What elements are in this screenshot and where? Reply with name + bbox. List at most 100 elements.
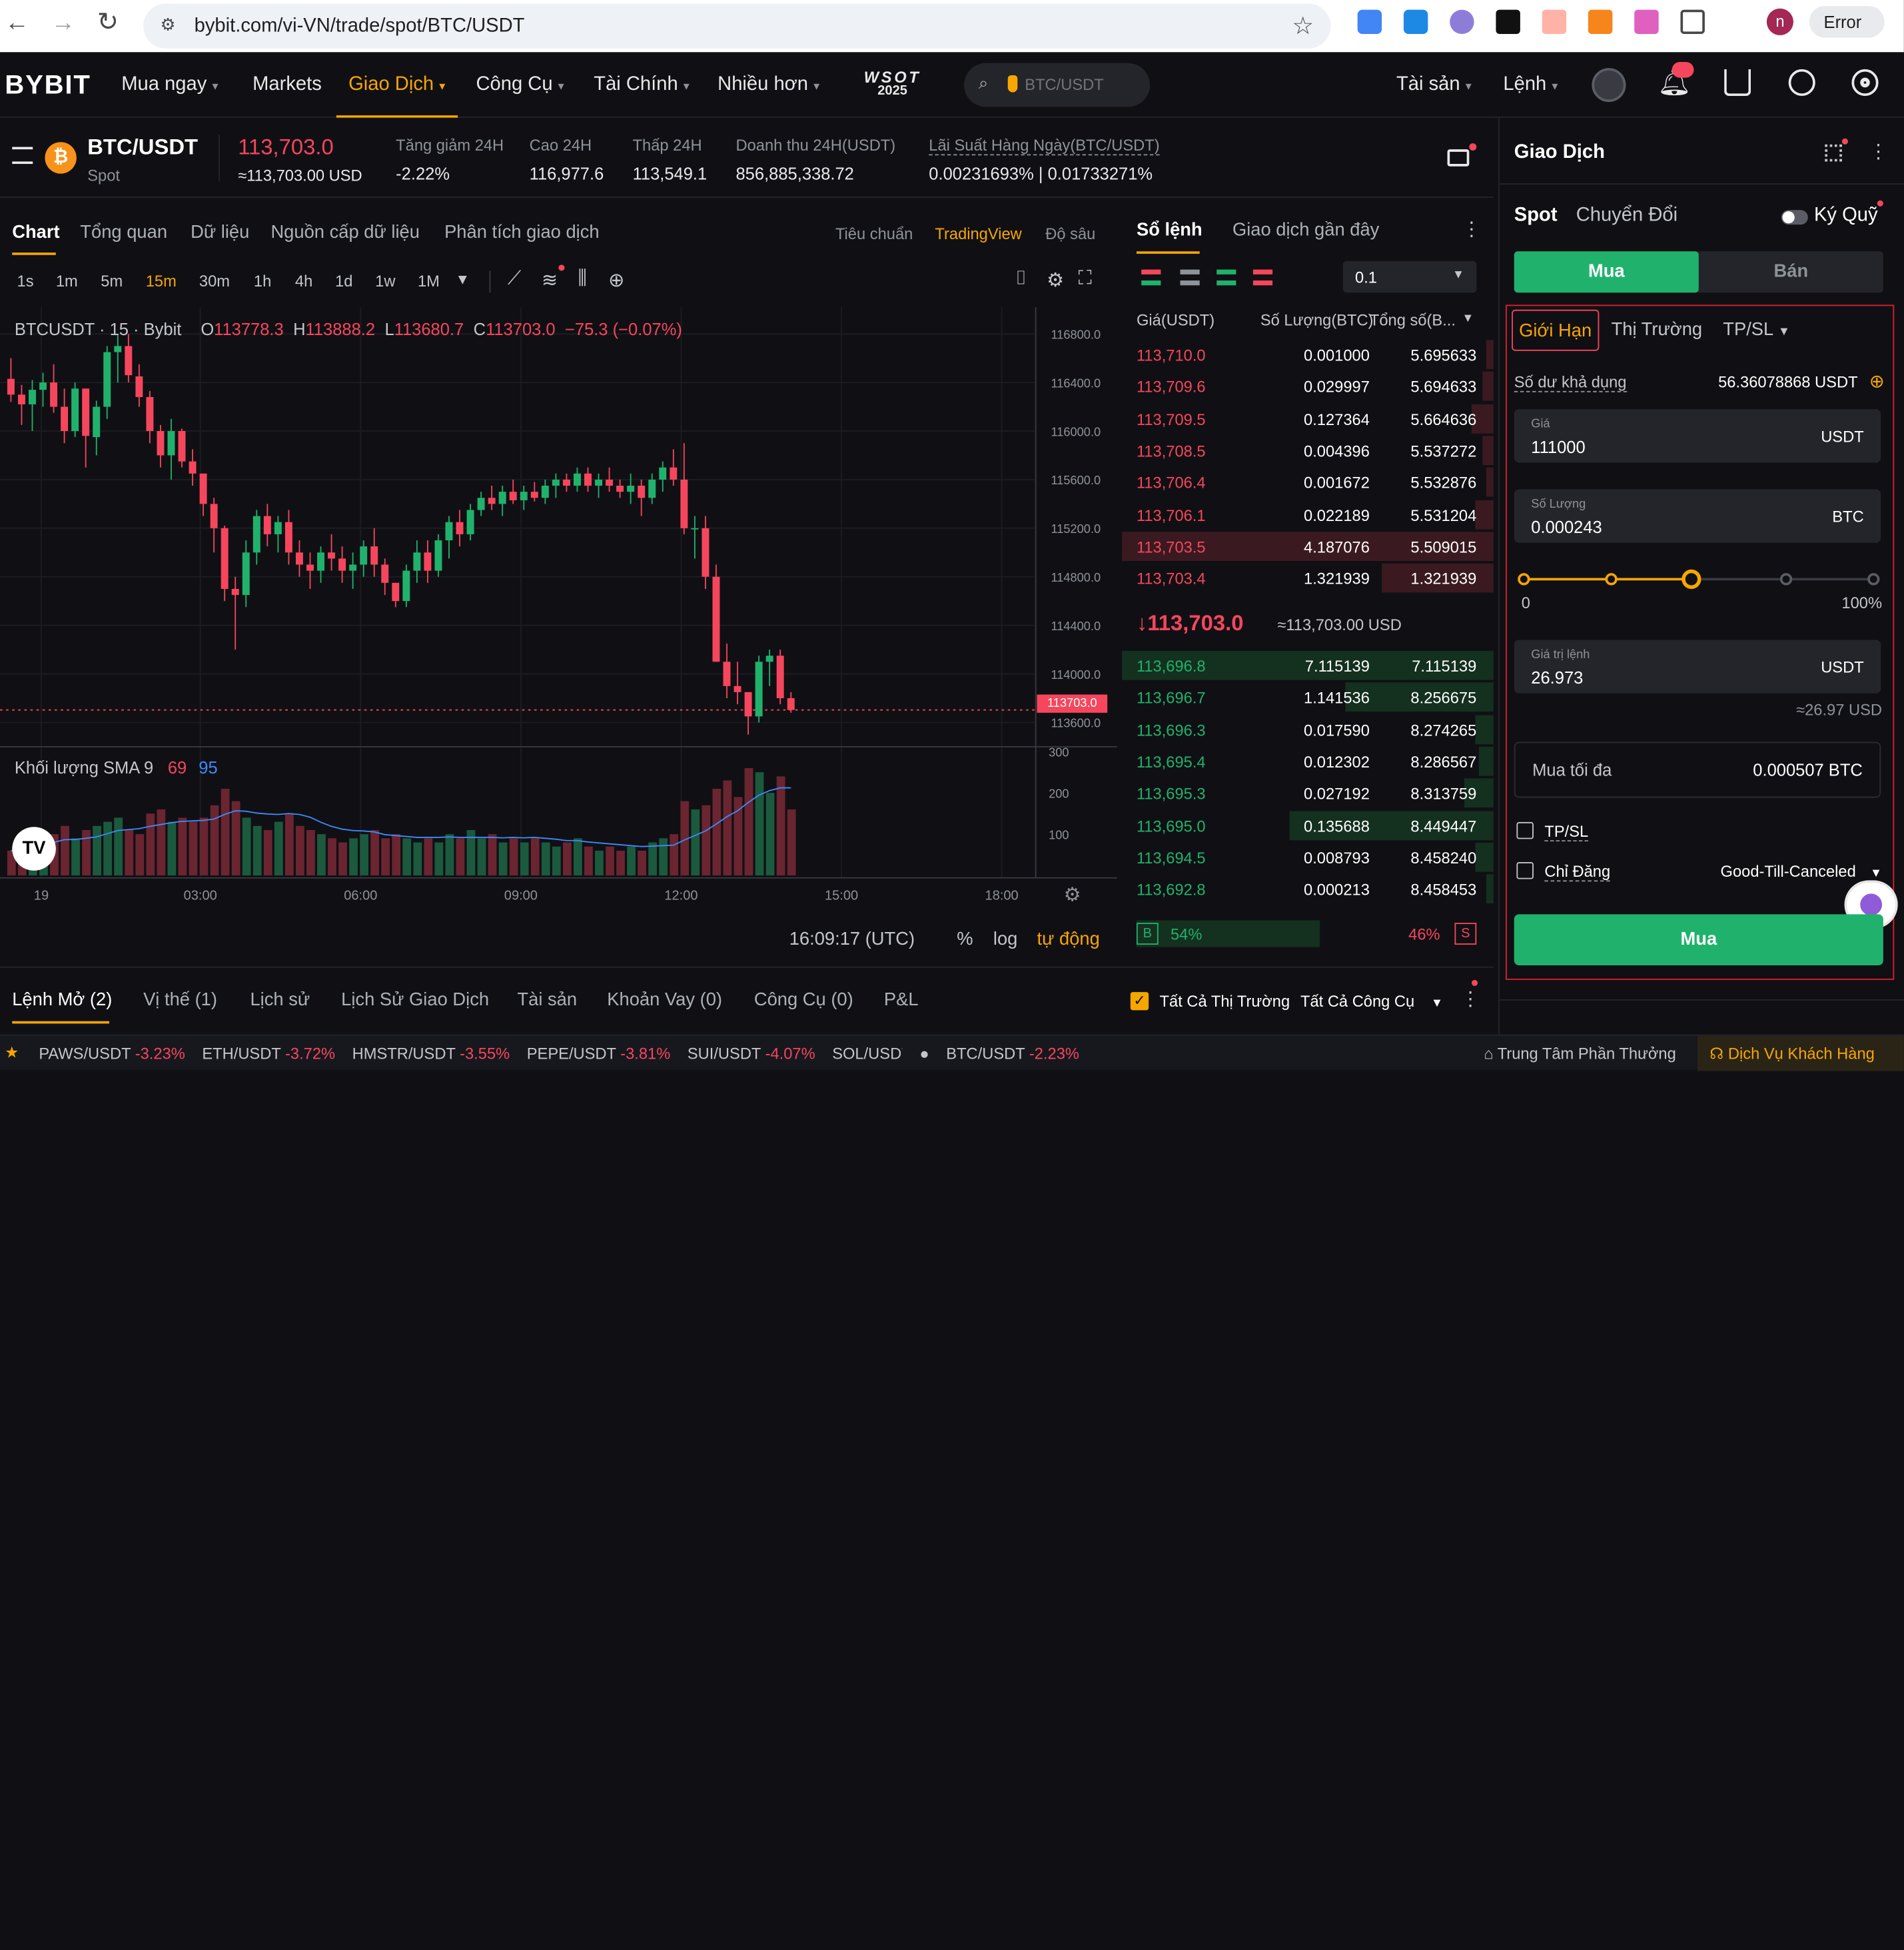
ask-row[interactable]: 113,706.4 0.001672 5.532876 <box>1122 466 1494 498</box>
submit-buy-button[interactable]: Mua <box>1514 914 1883 965</box>
bid-row[interactable]: 113,696.8 7.115139 7.115139 <box>1122 650 1494 681</box>
all-markets-checkbox[interactable]: ✓ <box>1130 992 1149 1011</box>
line-chart-icon[interactable]: ⟋ <box>507 268 522 289</box>
order-type-market[interactable]: Thị Trường <box>1611 319 1703 340</box>
extensions-puzzle-icon[interactable] <box>1680 9 1705 35</box>
order-type-tpsl[interactable]: TP/SL ▼ <box>1723 319 1790 340</box>
ask-row[interactable]: 113,709.5 0.127364 5.664636 <box>1122 402 1494 434</box>
tpsl-checkbox[interactable] <box>1516 821 1534 839</box>
tab-recent-trades[interactable]: Giao dịch gần đây <box>1232 219 1380 241</box>
ask-row[interactable]: 113,703.5 4.187076 5.509015 <box>1122 530 1494 562</box>
tpsl-label[interactable]: TP/SL <box>1544 821 1589 842</box>
post-only-checkbox[interactable] <box>1516 862 1534 879</box>
tradingview-logo[interactable]: TV <box>12 827 56 871</box>
nav-more[interactable]: Nhiều hơn ▾ <box>717 74 820 95</box>
k-extension-icon[interactable] <box>1403 9 1428 35</box>
ask-row[interactable]: 113,710.0 0.001000 5.695633 <box>1122 339 1494 370</box>
bid-row[interactable]: 113,695.0 0.135688 8.449447 <box>1122 809 1494 841</box>
profile-avatar[interactable]: n <box>1766 8 1793 35</box>
translate-extension-icon[interactable] <box>1357 9 1382 35</box>
n-extension-icon[interactable] <box>1542 9 1567 35</box>
ticker-item[interactable]: ETH/USDT -3.72% <box>202 1044 335 1062</box>
tab-tools[interactable]: Công Cụ (0) <box>753 989 853 1011</box>
user-avatar[interactable] <box>1592 68 1626 103</box>
tab-loans[interactable]: Khoản Vay (0) <box>607 989 723 1011</box>
pair-name[interactable]: BTC/USDT <box>87 135 199 159</box>
ticker-item[interactable]: SOL/USDT <box>832 1044 903 1062</box>
ask-row[interactable]: 113,703.4 1.321939 1.321939 <box>1122 562 1494 594</box>
ticker-item[interactable]: HMSTR/USDT -3.55% <box>352 1044 510 1062</box>
candle-type-icon[interactable]: ⫼ <box>578 268 587 289</box>
col-total-dropdown-icon[interactable]: ▼ <box>1462 312 1474 326</box>
nav-orders[interactable]: Lệnh ▾ <box>1503 74 1558 95</box>
tif-select[interactable]: Good-Till-Canceled ▼ <box>1721 862 1882 880</box>
tab-assets[interactable]: Tài sản <box>517 989 578 1011</box>
bid-row[interactable]: 113,696.3 0.017590 8.274265 <box>1122 714 1494 745</box>
deposit-plus-icon[interactable]: ⊕ <box>1869 371 1885 392</box>
post-only-label[interactable]: Chỉ Đăng <box>1544 862 1611 882</box>
price-input[interactable]: Giá 111000 USDT <box>1514 409 1881 463</box>
interval-1m[interactable]: 1m <box>55 272 78 290</box>
rewards-hub-link[interactable]: ⌂ Trung Tâm Phần Thưởng <box>1484 1044 1676 1062</box>
ask-row[interactable]: 113,708.5 0.004396 5.537272 <box>1122 434 1494 466</box>
bid-row[interactable]: 113,692.8 0.000213 8.458453 <box>1122 873 1494 905</box>
tab-history[interactable]: Lịch sử <box>250 989 310 1011</box>
margin-toggle[interactable] <box>1781 210 1808 225</box>
nav-trade[interactable]: Giao Dịch ▾ <box>336 52 458 118</box>
sell-tab[interactable]: Bán <box>1773 260 1809 282</box>
view-standard[interactable]: Tiêu chuẩn <box>835 225 913 243</box>
auto-toggle[interactable]: tự động <box>1037 929 1100 950</box>
error-badge[interactable]: Error <box>1809 6 1885 38</box>
interval-30m[interactable]: 30m <box>199 272 231 290</box>
camera-icon[interactable]: ⌷ <box>1015 268 1027 289</box>
arrow-extension-icon[interactable] <box>1634 9 1659 35</box>
panel-more-icon[interactable]: ⋮ <box>1868 142 1889 163</box>
forward-icon[interactable]: → <box>51 9 76 37</box>
log-toggle[interactable]: log <box>993 929 1018 950</box>
tab-convert[interactable]: Chuyển Đổi <box>1576 205 1678 227</box>
view-asks-icon[interactable] <box>1180 269 1200 286</box>
percent-toggle[interactable]: % <box>957 929 973 950</box>
address-bar[interactable]: ⚙ bybit.com/vi-VN/trade/spot/BTC/USDT ☆ <box>143 3 1331 49</box>
daily-interest-label[interactable]: Lãi Suất Hàng Ngày(BTC/USDT) <box>929 136 1160 156</box>
view-depth[interactable]: Độ sâu <box>1045 225 1096 243</box>
interval-1M[interactable]: 1M <box>417 272 440 290</box>
nav-assets[interactable]: Tài sản ▾ <box>1396 74 1472 95</box>
more-options-icon[interactable]: ⋮ <box>1462 219 1482 241</box>
price-chart[interactable]: 116800.0 116400.0 116000.0 115600.0 115200.0… <box>0 307 1117 912</box>
precision-select[interactable]: 0.1 ▼ <box>1342 260 1477 293</box>
ask-row[interactable]: 113,709.6 0.029997 5.694633 <box>1122 370 1494 402</box>
terminal-extension-icon[interactable] <box>1496 9 1520 35</box>
tab-chart[interactable]: Chart <box>12 222 60 243</box>
tab-feed[interactable]: Nguồn cấp dữ liệu <box>270 222 420 243</box>
ticker-item[interactable]: PAWS/USDT -3.23% <box>39 1044 185 1062</box>
bid-row[interactable]: 113,694.5 0.008793 8.458240 <box>1122 841 1494 873</box>
slider-knob[interactable] <box>1681 569 1701 589</box>
interval-1w[interactable]: 1w <box>375 272 396 290</box>
site-settings-icon[interactable]: ⚙ <box>160 14 176 35</box>
order-value-input[interactable]: Giá trị lệnh 26.973 USDT <box>1514 640 1881 694</box>
buy-tab[interactable]: Mua <box>1514 251 1699 293</box>
settings-icon[interactable] <box>1851 69 1879 96</box>
interval-1h[interactable]: 1h <box>253 272 272 290</box>
tab-positions[interactable]: Vị thế (1) <box>143 989 217 1011</box>
back-icon[interactable]: ← <box>5 9 29 37</box>
search-box[interactable]: ⌕ BTC/USDT <box>964 63 1151 107</box>
nav-markets[interactable]: Markets <box>252 74 322 95</box>
customer-service-button[interactable]: ☊ Dịch Vụ Khách Hàng <box>1697 1035 1904 1071</box>
indicators-icon[interactable]: ≋ <box>541 270 558 292</box>
fullscreen-icon[interactable]: ⛶ <box>1078 268 1092 289</box>
ticker-item[interactable]: PEPE/USDT -3.81% <box>527 1044 671 1062</box>
wsot-logo[interactable]: WSOT 2025 <box>863 68 921 99</box>
bybit-logo[interactable]: BYBIT <box>5 69 91 100</box>
layout-grid-icon[interactable] <box>1825 144 1842 162</box>
ask-row[interactable]: 113,706.1 0.022189 5.531204 <box>1122 498 1494 530</box>
view-both-icon[interactable] <box>1141 269 1161 286</box>
view-asks-only-icon[interactable] <box>1252 269 1273 286</box>
tab-data[interactable]: Dữ liệu <box>191 222 250 243</box>
menu-icon[interactable] <box>12 147 33 165</box>
ticker-item[interactable]: SUI/USDT -4.07% <box>688 1044 815 1062</box>
bottom-more-icon[interactable]: ⋮ <box>1460 989 1480 1011</box>
all-tools-select[interactable]: Tất Cả Công Cụ ▼ <box>1300 992 1443 1010</box>
view-tradingview[interactable]: TradingView <box>935 225 1022 243</box>
